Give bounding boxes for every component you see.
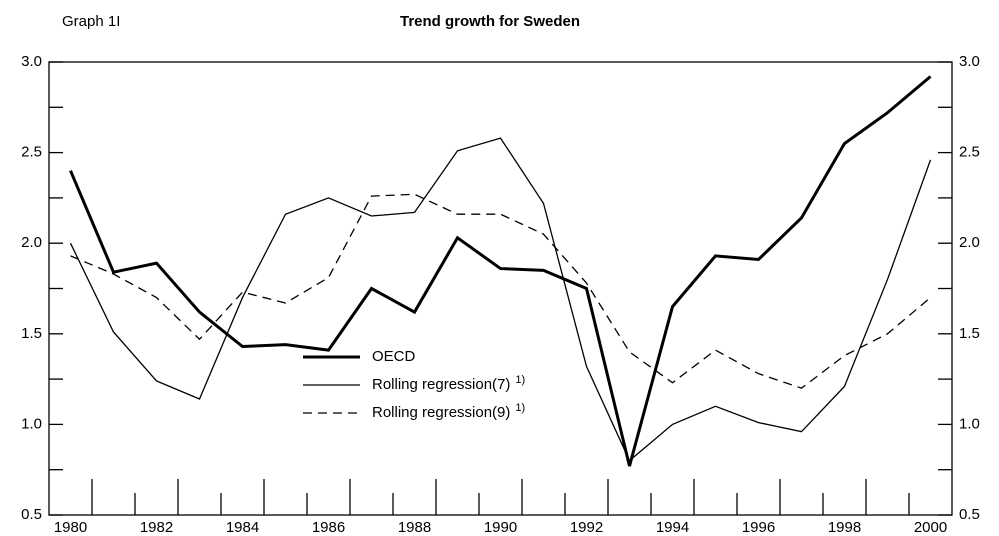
series-line — [70, 193, 931, 389]
y-tick-label: 0.5 — [21, 506, 42, 523]
legend-note: 1) — [515, 374, 525, 386]
legend-name: OECD — [372, 348, 416, 365]
legend-name: Rolling regression(7) — [372, 376, 510, 393]
y-tick-label: 2.0 — [21, 234, 42, 251]
x-tick-label: 1986 — [312, 519, 345, 536]
legend-note: 1) — [515, 402, 525, 414]
y2-tick-label: 2.0 — [959, 234, 980, 251]
x-tick-label: 2000 — [914, 519, 947, 536]
x-tick-label: 1998 — [828, 519, 861, 536]
legend-label: Rolling regression(9) 1) — [372, 402, 525, 421]
chart-title: Trend growth for Sweden — [400, 13, 580, 30]
legend-label: Rolling regression(7) 1) — [372, 374, 525, 393]
y2-tick-label: 1.0 — [959, 415, 980, 432]
y2-tick-label: 3.0 — [959, 53, 980, 70]
x-tick-label: 1996 — [742, 519, 775, 536]
x-tick-label: 1992 — [570, 519, 603, 536]
series-line — [69, 137, 932, 462]
y2-tick-label: 0.5 — [959, 506, 980, 523]
legend-label: OECD — [372, 348, 416, 365]
x-tick-label: 1980 — [54, 519, 87, 536]
y-tick-label: 3.0 — [21, 53, 42, 70]
plot-frame — [48, 61, 953, 516]
series-line — [69, 75, 932, 467]
x-tick-label: 1984 — [226, 519, 259, 536]
x-tick-label: 1988 — [398, 519, 431, 536]
y2-tick-label: 1.5 — [959, 325, 980, 342]
x-tick-label: 1982 — [140, 519, 173, 536]
y2-tick-label: 2.5 — [959, 144, 980, 161]
x-tick-label: 1990 — [484, 519, 517, 536]
y-tick-label: 1.0 — [21, 415, 42, 432]
y-tick-label: 1.5 — [21, 325, 42, 342]
y-tick-label: 2.5 — [21, 144, 42, 161]
legend-name: Rolling regression(9) — [372, 404, 510, 421]
graph-label: Graph 1I — [62, 13, 120, 30]
x-tick-label: 1994 — [656, 519, 689, 536]
